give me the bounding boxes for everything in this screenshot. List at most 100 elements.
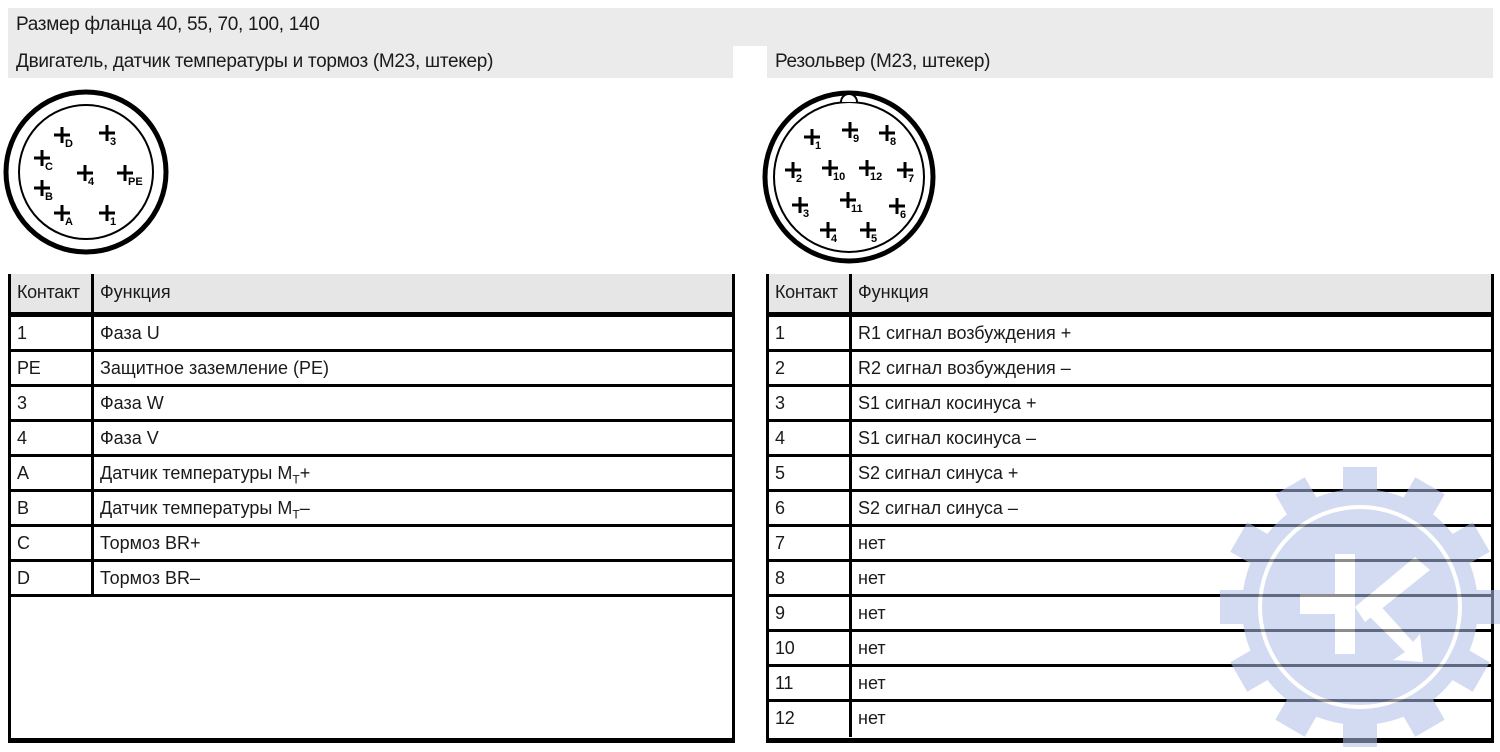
function-cell: Датчик температуры MT– <box>94 492 310 524</box>
function-cell: нет <box>852 597 886 629</box>
connector-pin: 8 <box>879 125 896 148</box>
function-cell: Защитное заземление (PE) <box>94 352 329 384</box>
pin-label: 7 <box>908 173 914 185</box>
pin-label: 9 <box>853 133 859 145</box>
motor-connector-diagram: D 3 C 4 PE B A 1 <box>3 89 169 255</box>
contact-cell: 9 <box>769 597 852 629</box>
contact-cell: 1 <box>769 317 852 349</box>
table-row: 12 нет <box>769 702 1491 737</box>
pin-label: 1 <box>110 216 116 228</box>
table-header-row: Контакт Функция <box>769 274 1491 317</box>
table-row: D Тормоз BR– <box>11 562 732 597</box>
contact-cell: C <box>11 527 94 559</box>
contact-cell: D <box>11 562 94 594</box>
function-text: нет <box>858 533 886 553</box>
resolver-connector-diagram: 1 9 8 2 10 12 7 3 11 6 4 5 <box>762 90 936 264</box>
table-row: 2 R2 сигнал возбуждения – <box>769 352 1491 387</box>
function-cell: Фаза V <box>94 422 159 454</box>
contact-cell: 11 <box>769 667 852 699</box>
table-row: C Тормоз BR+ <box>11 527 732 562</box>
connector-pin: 9 <box>842 122 859 145</box>
column-header-contact: Контакт <box>769 274 852 312</box>
table-row: 1 Фаза U <box>11 317 732 352</box>
pin-label: B <box>45 191 53 203</box>
connector-pin: PE <box>117 165 143 188</box>
function-cell: R1 сигнал возбуждения + <box>852 317 1071 349</box>
column-header-function: Функция <box>858 282 929 302</box>
function-subscript: T <box>292 472 300 487</box>
table-row: B Датчик температуры MT– <box>11 492 732 527</box>
function-text: нет <box>858 568 886 588</box>
pin-label: 11 <box>851 203 863 215</box>
contact-cell: 4 <box>11 422 94 454</box>
table-row: 8 нет <box>769 562 1491 597</box>
contact-cell: 1 <box>11 317 94 349</box>
connector-pin: 11 <box>840 192 863 215</box>
table-row: A Датчик температуры MT+ <box>11 457 732 492</box>
connector-pin: 1 <box>99 205 116 228</box>
right-subtitle: Резольвер (M23, штекер) <box>767 46 1493 78</box>
pin-label: 12 <box>870 171 882 183</box>
table-row: 4 S1 сигнал косинуса – <box>769 422 1491 457</box>
contact-cell: 5 <box>769 457 852 489</box>
connector-pin: 1 <box>804 129 821 152</box>
table-row: 1 R1 сигнал возбуждения + <box>769 317 1491 352</box>
connector-pin: D <box>54 127 73 150</box>
contact-cell: A <box>11 457 94 489</box>
contact-cell: PE <box>11 352 94 384</box>
function-cell: нет <box>852 702 886 737</box>
contact-cell: 10 <box>769 632 852 664</box>
table-row: 10 нет <box>769 632 1491 667</box>
function-text: нет <box>858 673 886 693</box>
pin-label: D <box>65 138 73 150</box>
function-cell: Тормоз BR+ <box>94 527 201 559</box>
connector-pin: 4 <box>77 165 95 188</box>
connector-pin: 5 <box>860 222 877 245</box>
table-row: PE Защитное заземление (PE) <box>11 352 732 387</box>
function-text: Тормоз BR+ <box>100 533 201 553</box>
function-text: нет <box>858 603 886 623</box>
function-text: Тормоз BR– <box>100 568 201 588</box>
function-text: R1 сигнал возбуждения + <box>858 323 1072 343</box>
connector-pin: 2 <box>785 162 802 185</box>
connector-pin: 4 <box>820 222 838 245</box>
pin-label: 5 <box>871 233 877 245</box>
function-text: нет <box>858 708 886 728</box>
connector-pin: 6 <box>889 198 906 221</box>
table-header-row: Контакт Функция <box>11 274 732 317</box>
function-text: R2 сигнал возбуждения – <box>858 358 1071 378</box>
function-subscript: T <box>292 507 300 522</box>
pin-label: 10 <box>833 171 845 183</box>
connector-pin: 12 <box>859 160 882 183</box>
contact-cell: 3 <box>11 387 94 419</box>
contact-cell: B <box>11 492 94 524</box>
contact-cell: 3 <box>769 387 852 419</box>
contact-cell: 8 <box>769 562 852 594</box>
connector-pin: 10 <box>822 160 845 183</box>
function-cell: S2 сигнал синуса – <box>852 492 1018 524</box>
function-cell: нет <box>852 562 886 594</box>
function-cell: Фаза W <box>94 387 164 419</box>
function-cell: S1 сигнал косинуса – <box>852 422 1036 454</box>
connector-pin: B <box>34 180 53 203</box>
contact-cell: 7 <box>769 527 852 559</box>
connector-inner-ring <box>18 104 154 240</box>
pin-label: PE <box>128 176 143 188</box>
connector-pin: 7 <box>897 162 914 185</box>
left-subtitle: Двигатель, датчик температуры и тормоз (… <box>8 46 733 78</box>
function-suffix: + <box>299 463 311 483</box>
pin-label: 8 <box>890 136 896 148</box>
function-cell: Датчик температуры MT+ <box>94 457 310 489</box>
pin-label: 4 <box>831 233 838 245</box>
pin-label: C <box>45 161 53 173</box>
function-cell: Тормоз BR– <box>94 562 200 594</box>
pin-label: 1 <box>815 140 821 152</box>
table-row: 3 S1 сигнал косинуса + <box>769 387 1491 422</box>
connector-key-notch <box>840 93 858 103</box>
function-text: S2 сигнал синуса – <box>858 498 1018 518</box>
function-text: Защитное заземление (PE) <box>100 358 329 378</box>
function-text: нет <box>858 638 886 658</box>
pin-label: 3 <box>110 136 116 148</box>
connector-outer-ring <box>3 89 169 255</box>
table-row: 5 S2 сигнал синуса + <box>769 457 1491 492</box>
